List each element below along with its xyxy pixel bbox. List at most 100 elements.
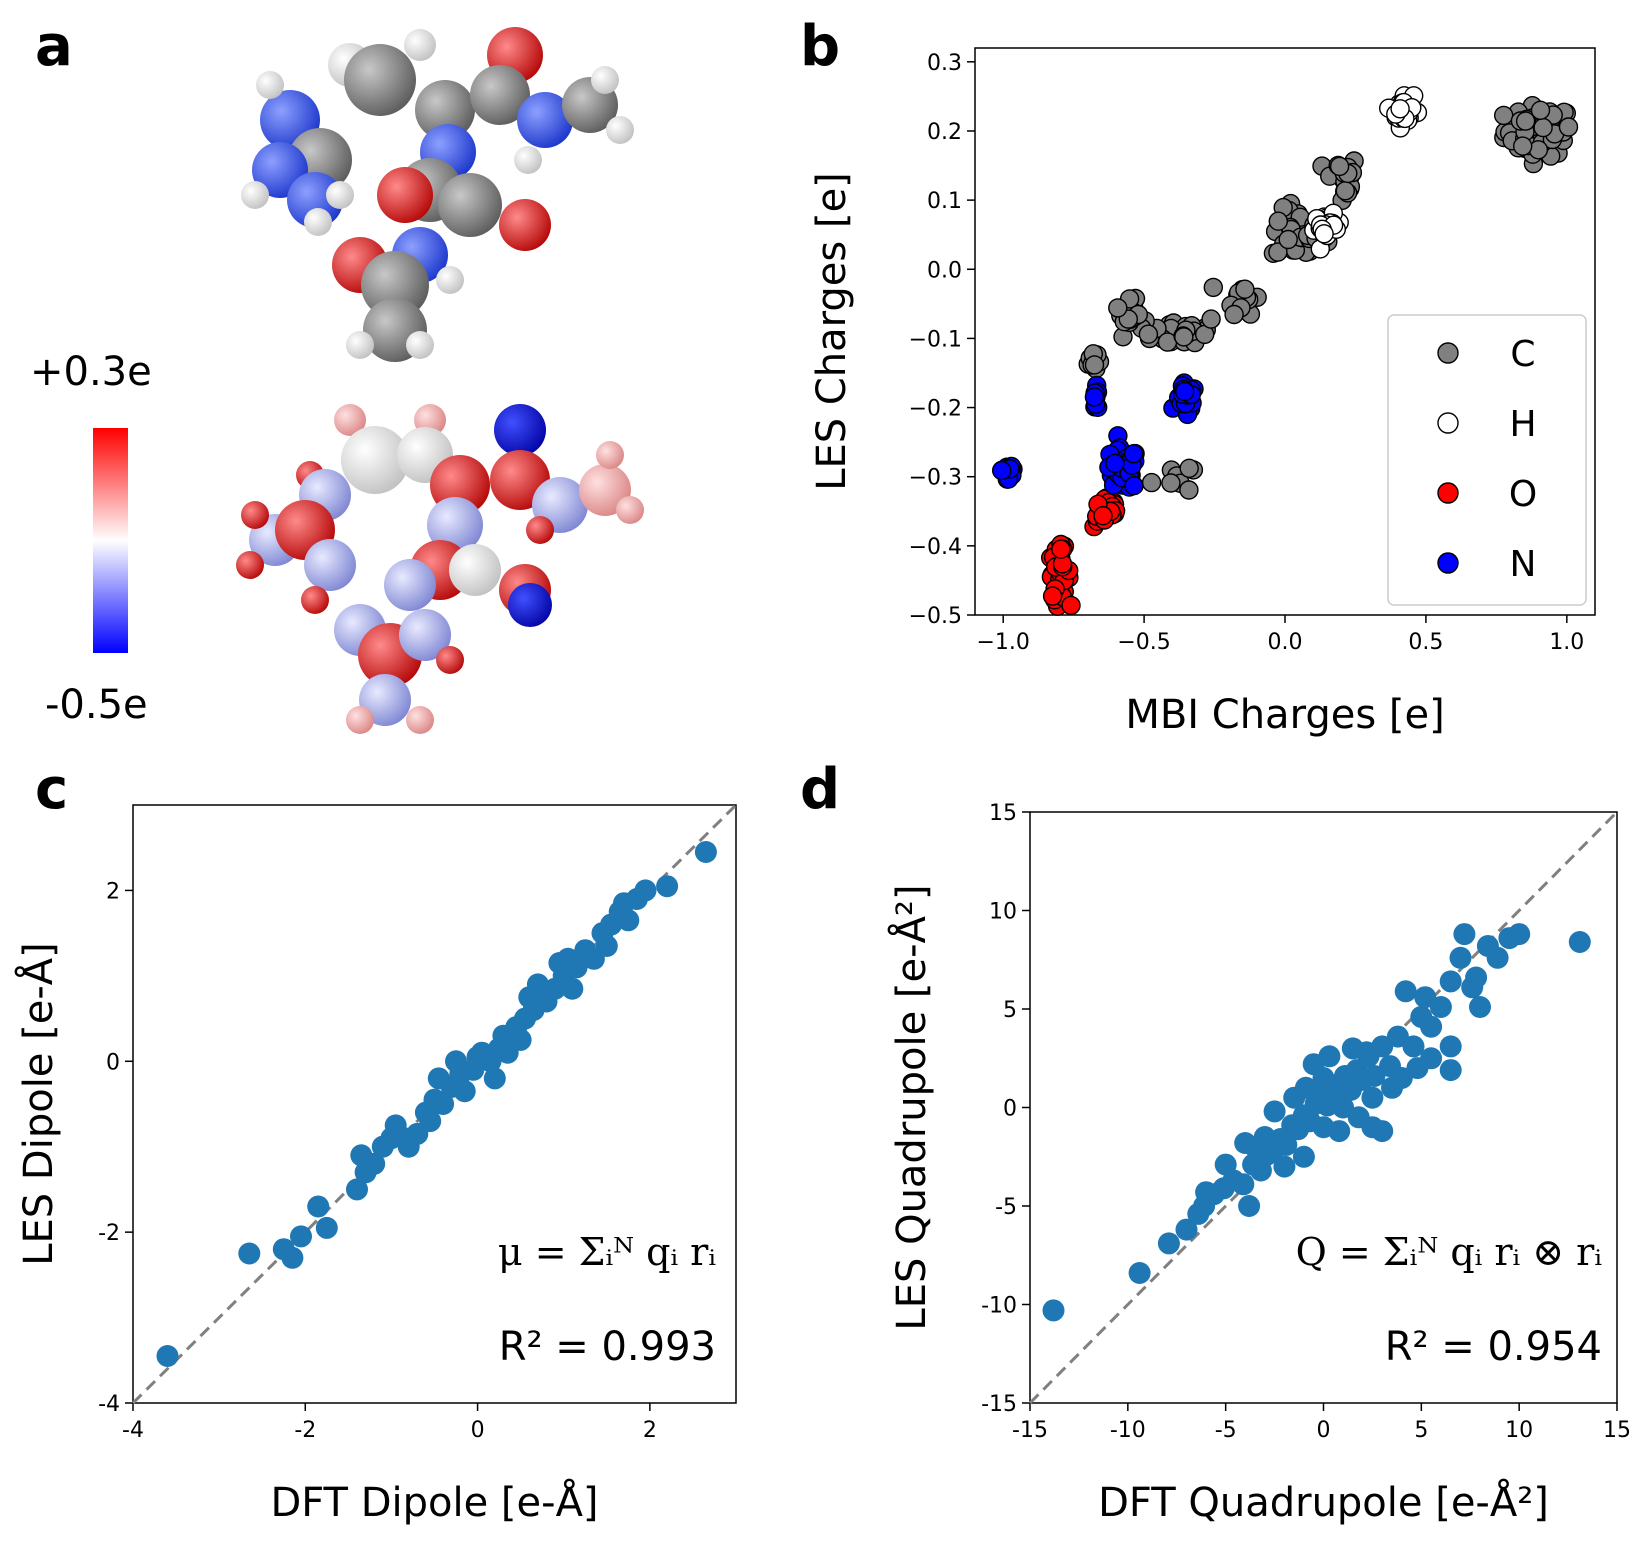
data-point-C [1235, 279, 1255, 299]
data-point [1347, 1106, 1370, 1129]
data-point-C [1084, 355, 1105, 375]
y-tick-label: 2 [106, 879, 120, 904]
data-point [1361, 1086, 1384, 1109]
legend-marker-C [1437, 342, 1459, 364]
molecule-element-colored [241, 27, 634, 362]
chart-c-r2: R² = 0.993 [499, 1324, 716, 1370]
data-point-C [1138, 324, 1159, 344]
x-tick-label: −0.5 [1117, 630, 1170, 655]
data-point-C [1201, 309, 1221, 329]
y-tick-label: -4 [98, 1392, 120, 1417]
chart-b-ylabel: LES Charges [e] [809, 172, 855, 491]
data-point [1275, 1133, 1298, 1156]
y-tick-label: -5 [995, 1195, 1017, 1220]
data-point [1273, 1155, 1296, 1178]
data-point [1195, 1181, 1218, 1204]
x-tick-label: -5 [1215, 1418, 1237, 1443]
data-point [1355, 1041, 1378, 1064]
data-point [656, 875, 679, 898]
y-tick-label: −0.5 [909, 604, 962, 629]
legend-box [1387, 314, 1587, 606]
dipole-correlation-chart: -4 -2 0 2 -4 -2 0 2 DFT Dipole [e-Å] LES Dipole… [14, 803, 738, 1526]
data-point [1568, 931, 1591, 953]
data-point [1214, 1153, 1237, 1176]
data-point-C [1329, 156, 1350, 177]
data-point [1292, 1145, 1315, 1168]
data-point [694, 841, 717, 863]
legend-label-N: N [1510, 544, 1537, 585]
x-tick-label: 0 [471, 1418, 485, 1443]
x-tick-label: -2 [294, 1418, 316, 1443]
data-point [1175, 1218, 1198, 1241]
y-tick-label: -10 [981, 1294, 1017, 1319]
x-tick-label: -4 [122, 1418, 144, 1443]
x-tick-label: 5 [1414, 1418, 1428, 1443]
data-point [1244, 1135, 1266, 1158]
data-point [1486, 946, 1509, 969]
charge-colorbar [93, 428, 128, 653]
data-point [1402, 1035, 1425, 1058]
data-point [483, 1067, 506, 1090]
data-point-C [1268, 242, 1288, 262]
data-point-H [1314, 224, 1334, 244]
y-tick-label: 15 [989, 801, 1017, 826]
data-point-O [1061, 595, 1081, 616]
data-point [1406, 1057, 1429, 1080]
data-point [1390, 1067, 1413, 1089]
data-point [419, 1110, 442, 1133]
data-point [1128, 1262, 1151, 1284]
x-tick-label: -10 [1110, 1418, 1146, 1443]
data-point [1449, 946, 1472, 969]
y-tick-label: −0.1 [909, 327, 962, 352]
y-tick-label: −0.2 [909, 397, 962, 422]
y-tick-label: −0.3 [909, 466, 962, 491]
data-point [281, 1246, 304, 1269]
panel-label-c: c [35, 757, 68, 822]
x-tick-label: 2 [643, 1418, 657, 1443]
x-tick-label: 0.0 [1268, 630, 1303, 655]
data-point [290, 1225, 312, 1248]
data-point [397, 1135, 420, 1158]
data-point [595, 935, 618, 957]
data-point [1439, 970, 1462, 993]
data-point [1238, 1195, 1261, 1217]
data-point-C [1278, 229, 1298, 250]
data-point-C [1108, 298, 1128, 318]
data-point [1429, 996, 1452, 1018]
x-tick-label: 10 [1505, 1418, 1533, 1443]
x-tick-label: -15 [1012, 1418, 1048, 1443]
data-point [1453, 923, 1476, 946]
y-tick-label: 10 [989, 900, 1017, 925]
x-tick-label: 15 [1603, 1418, 1631, 1443]
y-tick-label: -2 [98, 1221, 120, 1246]
data-point [156, 1345, 179, 1367]
y-tick-label: -15 [981, 1392, 1017, 1417]
data-point [1414, 986, 1437, 1009]
panel-label-d: d [800, 757, 840, 822]
y-tick-label: 0.1 [927, 189, 962, 214]
data-point-C [1161, 473, 1181, 493]
data-point [453, 1080, 476, 1103]
data-point-C [1179, 480, 1199, 500]
data-point-C [1179, 458, 1199, 478]
charge-correlation-chart: −1.0 −0.5 0.0 0.5 1.0 −0.5 −0.4 −0.3 −0.2 −0.1 0.0… [809, 47, 1596, 738]
data-point [238, 1242, 261, 1265]
chart-d-identity-line [1028, 810, 1619, 1405]
y-tick-label: 0 [1003, 1097, 1017, 1122]
data-point-C [1335, 181, 1356, 201]
x-tick-label: 1.0 [1549, 630, 1584, 655]
data-point-N [1123, 444, 1144, 464]
legend-label-O: O [1509, 474, 1537, 515]
panel-label-a: a [35, 14, 73, 79]
chart-b-xlabel: MBI Charges [e] [1125, 692, 1444, 738]
legend-marker-O [1437, 482, 1459, 504]
data-point-C [1268, 211, 1289, 231]
y-tick-label: 0.3 [927, 51, 962, 76]
y-tick-label: 5 [1003, 998, 1017, 1023]
data-point-C [1530, 100, 1551, 121]
panel-label-b: b [800, 14, 840, 79]
x-tick-label: 0 [1317, 1418, 1331, 1443]
data-point-H [1390, 99, 1410, 119]
data-point [548, 952, 571, 974]
